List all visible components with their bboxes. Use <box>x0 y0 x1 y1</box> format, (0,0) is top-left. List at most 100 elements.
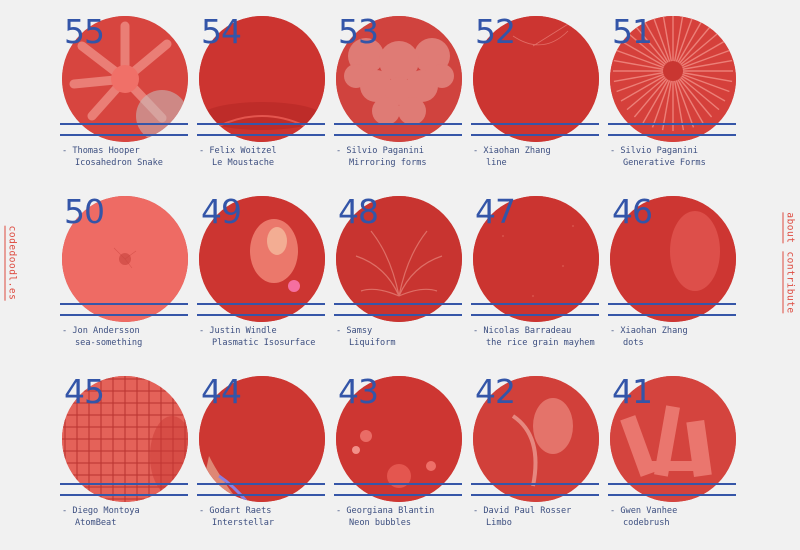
doodle-number: 42 <box>475 372 516 411</box>
doodle-card[interactable]: 55 Thomas Hooper Icosahedron Snake <box>58 10 195 190</box>
doodle-title[interactable]: Generative Forms <box>623 158 706 168</box>
doodle-author[interactable]: Felix Woitzel <box>199 146 277 156</box>
divider <box>60 123 188 125</box>
doodle-title[interactable]: Plasmatic Isosurface <box>212 338 316 348</box>
doodle-card[interactable]: 41 Gwen Vanhee codebrush <box>606 370 743 550</box>
divider <box>608 134 736 136</box>
doodle-author[interactable]: David Paul Rosser <box>473 506 571 516</box>
divider <box>471 303 599 305</box>
doodle-card[interactable]: 48 Samsy Liquiform <box>332 190 469 370</box>
doodle-card[interactable]: 49 Justin Windle Plasmatic Isosurface <box>195 190 332 370</box>
divider <box>334 494 462 496</box>
doodle-card[interactable]: 44 Godart Raets Interstellar <box>195 370 332 550</box>
doodle-thumbnail[interactable] <box>473 196 599 322</box>
doodle-thumbnail[interactable] <box>610 16 736 142</box>
doodle-thumbnail[interactable] <box>610 376 736 502</box>
doodle-title[interactable]: Mirroring forms <box>349 158 427 168</box>
doodle-card[interactable]: 52 Xiaohan Zhang line <box>469 10 606 190</box>
doodle-author[interactable]: Justin Windle <box>199 326 277 336</box>
doodle-author[interactable]: Nicolas Barradeau <box>473 326 571 336</box>
doodle-author[interactable]: Jon Andersson <box>62 326 140 336</box>
about-link[interactable]: about <box>782 212 796 244</box>
doodle-title[interactable]: Limbo <box>486 518 512 528</box>
doodle-title[interactable]: the rice grain mayhem <box>486 338 595 348</box>
doodle-grid: 55 Thomas Hooper Icosahedron Snake 54 Fe… <box>58 10 743 550</box>
doodle-card[interactable]: 50 Jon Andersson sea-something <box>58 190 195 370</box>
doodle-number: 47 <box>475 192 516 231</box>
doodle-number: 44 <box>201 372 242 411</box>
divider <box>334 314 462 316</box>
doodle-artwork <box>336 376 462 502</box>
doodle-title[interactable]: dots <box>623 338 644 348</box>
divider <box>608 314 736 316</box>
divider <box>197 134 325 136</box>
doodle-author[interactable]: Xiaohan Zhang <box>610 326 688 336</box>
doodle-author[interactable]: Thomas Hooper <box>62 146 140 156</box>
doodle-thumbnail[interactable] <box>199 376 325 502</box>
doodle-author[interactable]: Xiaohan Zhang <box>473 146 551 156</box>
doodle-artwork <box>610 16 736 142</box>
doodle-thumbnail[interactable] <box>62 196 188 322</box>
divider <box>608 123 736 125</box>
doodle-card[interactable]: 54 Felix Woitzel Le Moustache <box>195 10 332 190</box>
doodle-card[interactable]: 51 Silvio Paganini Generative Forms <box>606 10 743 190</box>
doodle-author[interactable]: Silvio Paganini <box>610 146 698 156</box>
doodle-title[interactable]: sea-something <box>75 338 143 348</box>
doodle-artwork <box>62 196 188 322</box>
site-logo-link[interactable]: codedoodl.es <box>4 225 18 301</box>
doodle-artwork <box>199 376 325 502</box>
doodle-thumbnail[interactable] <box>473 16 599 142</box>
doodle-title[interactable]: line <box>486 158 507 168</box>
doodle-thumbnail[interactable] <box>336 376 462 502</box>
divider <box>197 123 325 125</box>
doodle-title[interactable]: Liquiform <box>349 338 396 348</box>
divider <box>334 303 462 305</box>
doodle-thumbnail[interactable] <box>336 16 462 142</box>
divider <box>471 123 599 125</box>
doodle-author[interactable]: Diego Montoya <box>62 506 140 516</box>
doodle-title[interactable]: Le Moustache <box>212 158 275 168</box>
divider <box>60 494 188 496</box>
divider <box>60 303 188 305</box>
divider <box>608 494 736 496</box>
doodle-author[interactable]: Georgiana Blantin <box>336 506 434 516</box>
divider <box>334 483 462 485</box>
divider <box>608 303 736 305</box>
site-name[interactable]: codedoodl.es <box>4 225 18 301</box>
doodle-number: 41 <box>612 372 653 411</box>
doodle-card[interactable]: 53 Silvio Paganini Mirroring forms <box>332 10 469 190</box>
doodle-artwork <box>199 196 325 322</box>
doodle-author[interactable]: Silvio Paganini <box>336 146 424 156</box>
doodle-author[interactable]: Samsy <box>336 326 372 336</box>
divider <box>60 483 188 485</box>
doodle-author[interactable]: Gwen Vanhee <box>610 506 677 516</box>
doodle-artwork <box>610 196 736 322</box>
divider <box>197 483 325 485</box>
doodle-card[interactable]: 46 Xiaohan Zhang dots <box>606 190 743 370</box>
doodle-title[interactable]: AtomBeat <box>75 518 117 528</box>
doodle-number: 55 <box>64 12 105 51</box>
doodle-card[interactable]: 47 Nicolas Barradeau the rice grain mayh… <box>469 190 606 370</box>
doodle-thumbnail[interactable] <box>199 196 325 322</box>
contribute-link[interactable]: contribute <box>782 251 796 314</box>
right-nav: about contribute <box>782 208 796 318</box>
doodle-artwork <box>336 196 462 322</box>
doodle-thumbnail[interactable] <box>473 376 599 502</box>
doodle-number: 49 <box>201 192 242 231</box>
doodle-card[interactable]: 45 Diego Montoya AtomBeat <box>58 370 195 550</box>
doodle-number: 54 <box>201 12 242 51</box>
doodle-thumbnail[interactable] <box>610 196 736 322</box>
doodle-card[interactable]: 43 Georgiana Blantin Neon bubbles <box>332 370 469 550</box>
doodle-title[interactable]: codebrush <box>623 518 670 528</box>
doodle-number: 52 <box>475 12 516 51</box>
doodle-number: 48 <box>338 192 379 231</box>
doodle-title[interactable]: Neon bubbles <box>349 518 412 528</box>
divider <box>471 483 599 485</box>
doodle-author[interactable]: Godart Raets <box>199 506 271 516</box>
doodle-title[interactable]: Icosahedron Snake <box>75 158 163 168</box>
doodle-card[interactable]: 42 David Paul Rosser Limbo <box>469 370 606 550</box>
divider <box>608 483 736 485</box>
doodle-title[interactable]: Interstellar <box>212 518 275 528</box>
doodle-thumbnail[interactable] <box>336 196 462 322</box>
doodle-number: 43 <box>338 372 379 411</box>
